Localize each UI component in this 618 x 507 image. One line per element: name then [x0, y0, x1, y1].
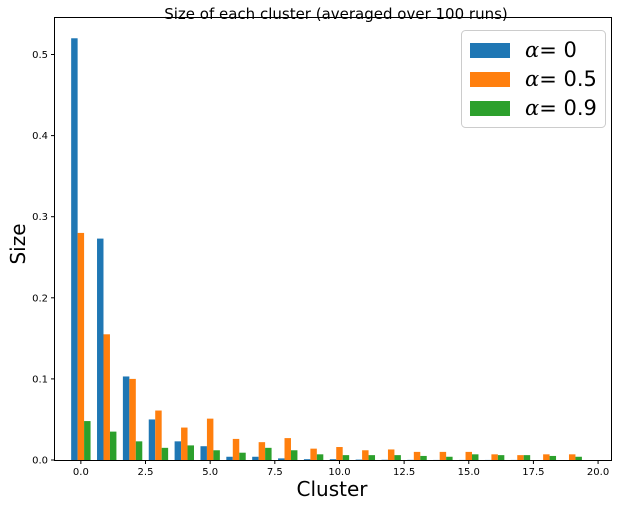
bar-series-2-cluster-14	[446, 456, 453, 460]
bar-series-0-cluster-8	[278, 458, 285, 460]
bar-series-2-cluster-18	[549, 455, 557, 460]
bar-series-1-cluster-6	[232, 438, 240, 460]
bar-series-2-cluster-17	[523, 455, 531, 460]
bar-series-2-cluster-2	[135, 441, 143, 460]
bar-series-2-cluster-4	[187, 445, 194, 460]
bar-series-1-cluster-18	[543, 454, 550, 460]
legend-swatch-0	[470, 43, 510, 58]
bar-series-1-cluster-14	[439, 451, 447, 460]
legend: α= 0 α= 0.5 α= 0.9	[461, 30, 606, 128]
bar-series-2-cluster-3	[161, 447, 169, 460]
y-tick-label: 0.0	[32, 456, 48, 467]
bar-series-1-cluster-0	[77, 232, 85, 460]
bar-series-2-cluster-0	[84, 421, 91, 460]
x-axis-ticks: 0.0 2.5 5.0 7.5 10.0 12.5 15.0 17.5 20.0	[73, 460, 609, 478]
legend-swatch-1	[470, 72, 510, 87]
bar-series-0-cluster-0	[71, 38, 78, 460]
plot-frame	[54, 17, 612, 461]
legend-swatch-2	[470, 101, 510, 116]
x-tick-label: 12.5	[393, 467, 415, 478]
x-tick-label: 10.0	[328, 467, 350, 478]
bar-series-0-cluster-7	[252, 456, 259, 460]
y-tick-label: 0.3	[32, 212, 48, 223]
bar-series-0-cluster-4	[174, 441, 182, 460]
y-axis-label: Size	[6, 223, 30, 264]
legend-label-1: α= 0.5	[525, 67, 597, 91]
y-tick-label: 0.5	[32, 50, 48, 61]
bar-series-1-cluster-19	[568, 454, 576, 460]
x-tick-label: 2.5	[138, 467, 154, 478]
x-tick-label: 5.0	[202, 467, 218, 478]
bar-series-2-cluster-11	[368, 455, 376, 460]
bar-series-1-cluster-3	[155, 410, 162, 460]
bar-series-2-cluster-10	[342, 455, 350, 460]
bar-series-1-cluster-13	[413, 451, 421, 460]
bar-series-1-cluster-17	[517, 455, 524, 460]
bar-series-0-cluster-2	[122, 376, 130, 460]
bar-series-2-cluster-19	[575, 456, 582, 460]
bar-series-2-cluster-6	[239, 452, 246, 460]
x-tick-label: 7.5	[267, 467, 283, 478]
bar-series-2-cluster-16	[497, 455, 505, 460]
bar-series-2-cluster-8	[290, 450, 298, 460]
bar-series-1-cluster-15	[465, 451, 472, 460]
bar-series-1-cluster-2	[129, 378, 136, 460]
y-tick-label: 0.1	[32, 374, 48, 385]
bar-series-0-cluster-3	[148, 419, 156, 460]
bar-series-1-cluster-5	[206, 418, 214, 460]
bar-series-2-cluster-13	[420, 455, 427, 460]
bar-series-1-cluster-4	[181, 427, 188, 460]
x-tick-label: 15.0	[458, 467, 480, 478]
bar-series-0-cluster-1	[97, 238, 104, 460]
x-axis-label: Cluster	[297, 477, 369, 501]
bars-group	[71, 38, 582, 460]
bar-series-2-cluster-15	[472, 454, 479, 460]
bar-series-0-cluster-9	[303, 459, 311, 460]
bar-series-1-cluster-10	[336, 447, 343, 460]
bar-series-2-cluster-5	[213, 450, 220, 460]
bar-series-0-cluster-10	[329, 459, 337, 460]
bar-series-2-cluster-1	[109, 431, 117, 460]
chart-title: Size of each cluster (averaged over 100 …	[164, 5, 508, 23]
bar-series-2-cluster-9	[316, 454, 324, 460]
y-axis-ticks: 0.0 0.1 0.2 0.3 0.4 0.5	[32, 50, 55, 467]
x-tick-label: 0.0	[73, 467, 89, 478]
y-tick-label: 0.2	[32, 293, 48, 304]
y-tick-label: 0.4	[32, 131, 48, 142]
bar-series-1-cluster-7	[258, 442, 266, 460]
legend-label-0: α= 0	[525, 38, 577, 62]
bar-series-1-cluster-16	[491, 454, 498, 460]
bar-series-2-cluster-7	[265, 447, 272, 460]
legend-label-2: α= 0.9	[525, 96, 597, 120]
x-tick-label: 17.5	[522, 467, 544, 478]
bar-series-2-cluster-12	[394, 455, 401, 460]
bar-series-1-cluster-11	[362, 450, 369, 460]
x-tick-label: 20.0	[587, 467, 609, 478]
bar-series-0-cluster-6	[226, 456, 233, 460]
bar-series-1-cluster-8	[284, 438, 291, 460]
bar-series-0-cluster-5	[200, 446, 207, 460]
bar-series-1-cluster-1	[103, 334, 110, 460]
bar-series-1-cluster-12	[387, 449, 395, 460]
bar-series-1-cluster-9	[310, 448, 317, 460]
